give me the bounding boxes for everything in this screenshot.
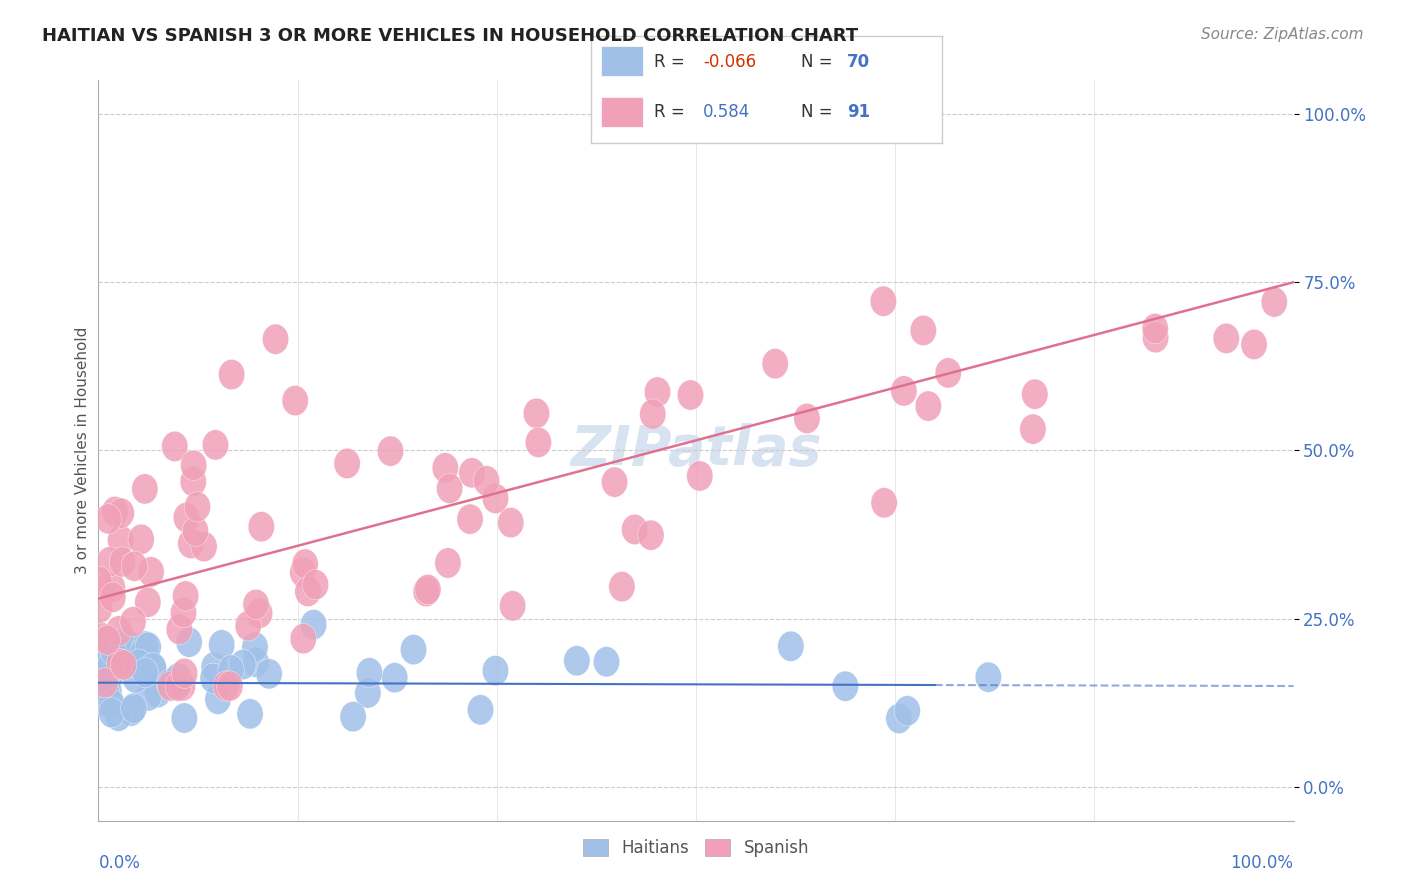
Text: 0.584: 0.584 (703, 103, 751, 120)
Text: 91: 91 (846, 103, 870, 120)
Text: N =: N = (801, 103, 832, 120)
Legend: Haitians, Spanish: Haitians, Spanish (576, 832, 815, 864)
Text: 0.0%: 0.0% (98, 855, 141, 872)
Text: R =: R = (654, 54, 685, 71)
Text: R =: R = (654, 103, 685, 120)
Text: 70: 70 (846, 54, 870, 71)
Bar (602, 96, 643, 127)
Y-axis label: 3 or more Vehicles in Household: 3 or more Vehicles in Household (75, 326, 90, 574)
Bar (602, 46, 643, 77)
Text: ZIPatlas: ZIPatlas (571, 424, 821, 477)
Text: HAITIAN VS SPANISH 3 OR MORE VEHICLES IN HOUSEHOLD CORRELATION CHART: HAITIAN VS SPANISH 3 OR MORE VEHICLES IN… (42, 27, 858, 45)
Text: N =: N = (801, 54, 832, 71)
Text: 100.0%: 100.0% (1230, 855, 1294, 872)
Text: Source: ZipAtlas.com: Source: ZipAtlas.com (1201, 27, 1364, 42)
Text: -0.066: -0.066 (703, 54, 756, 71)
